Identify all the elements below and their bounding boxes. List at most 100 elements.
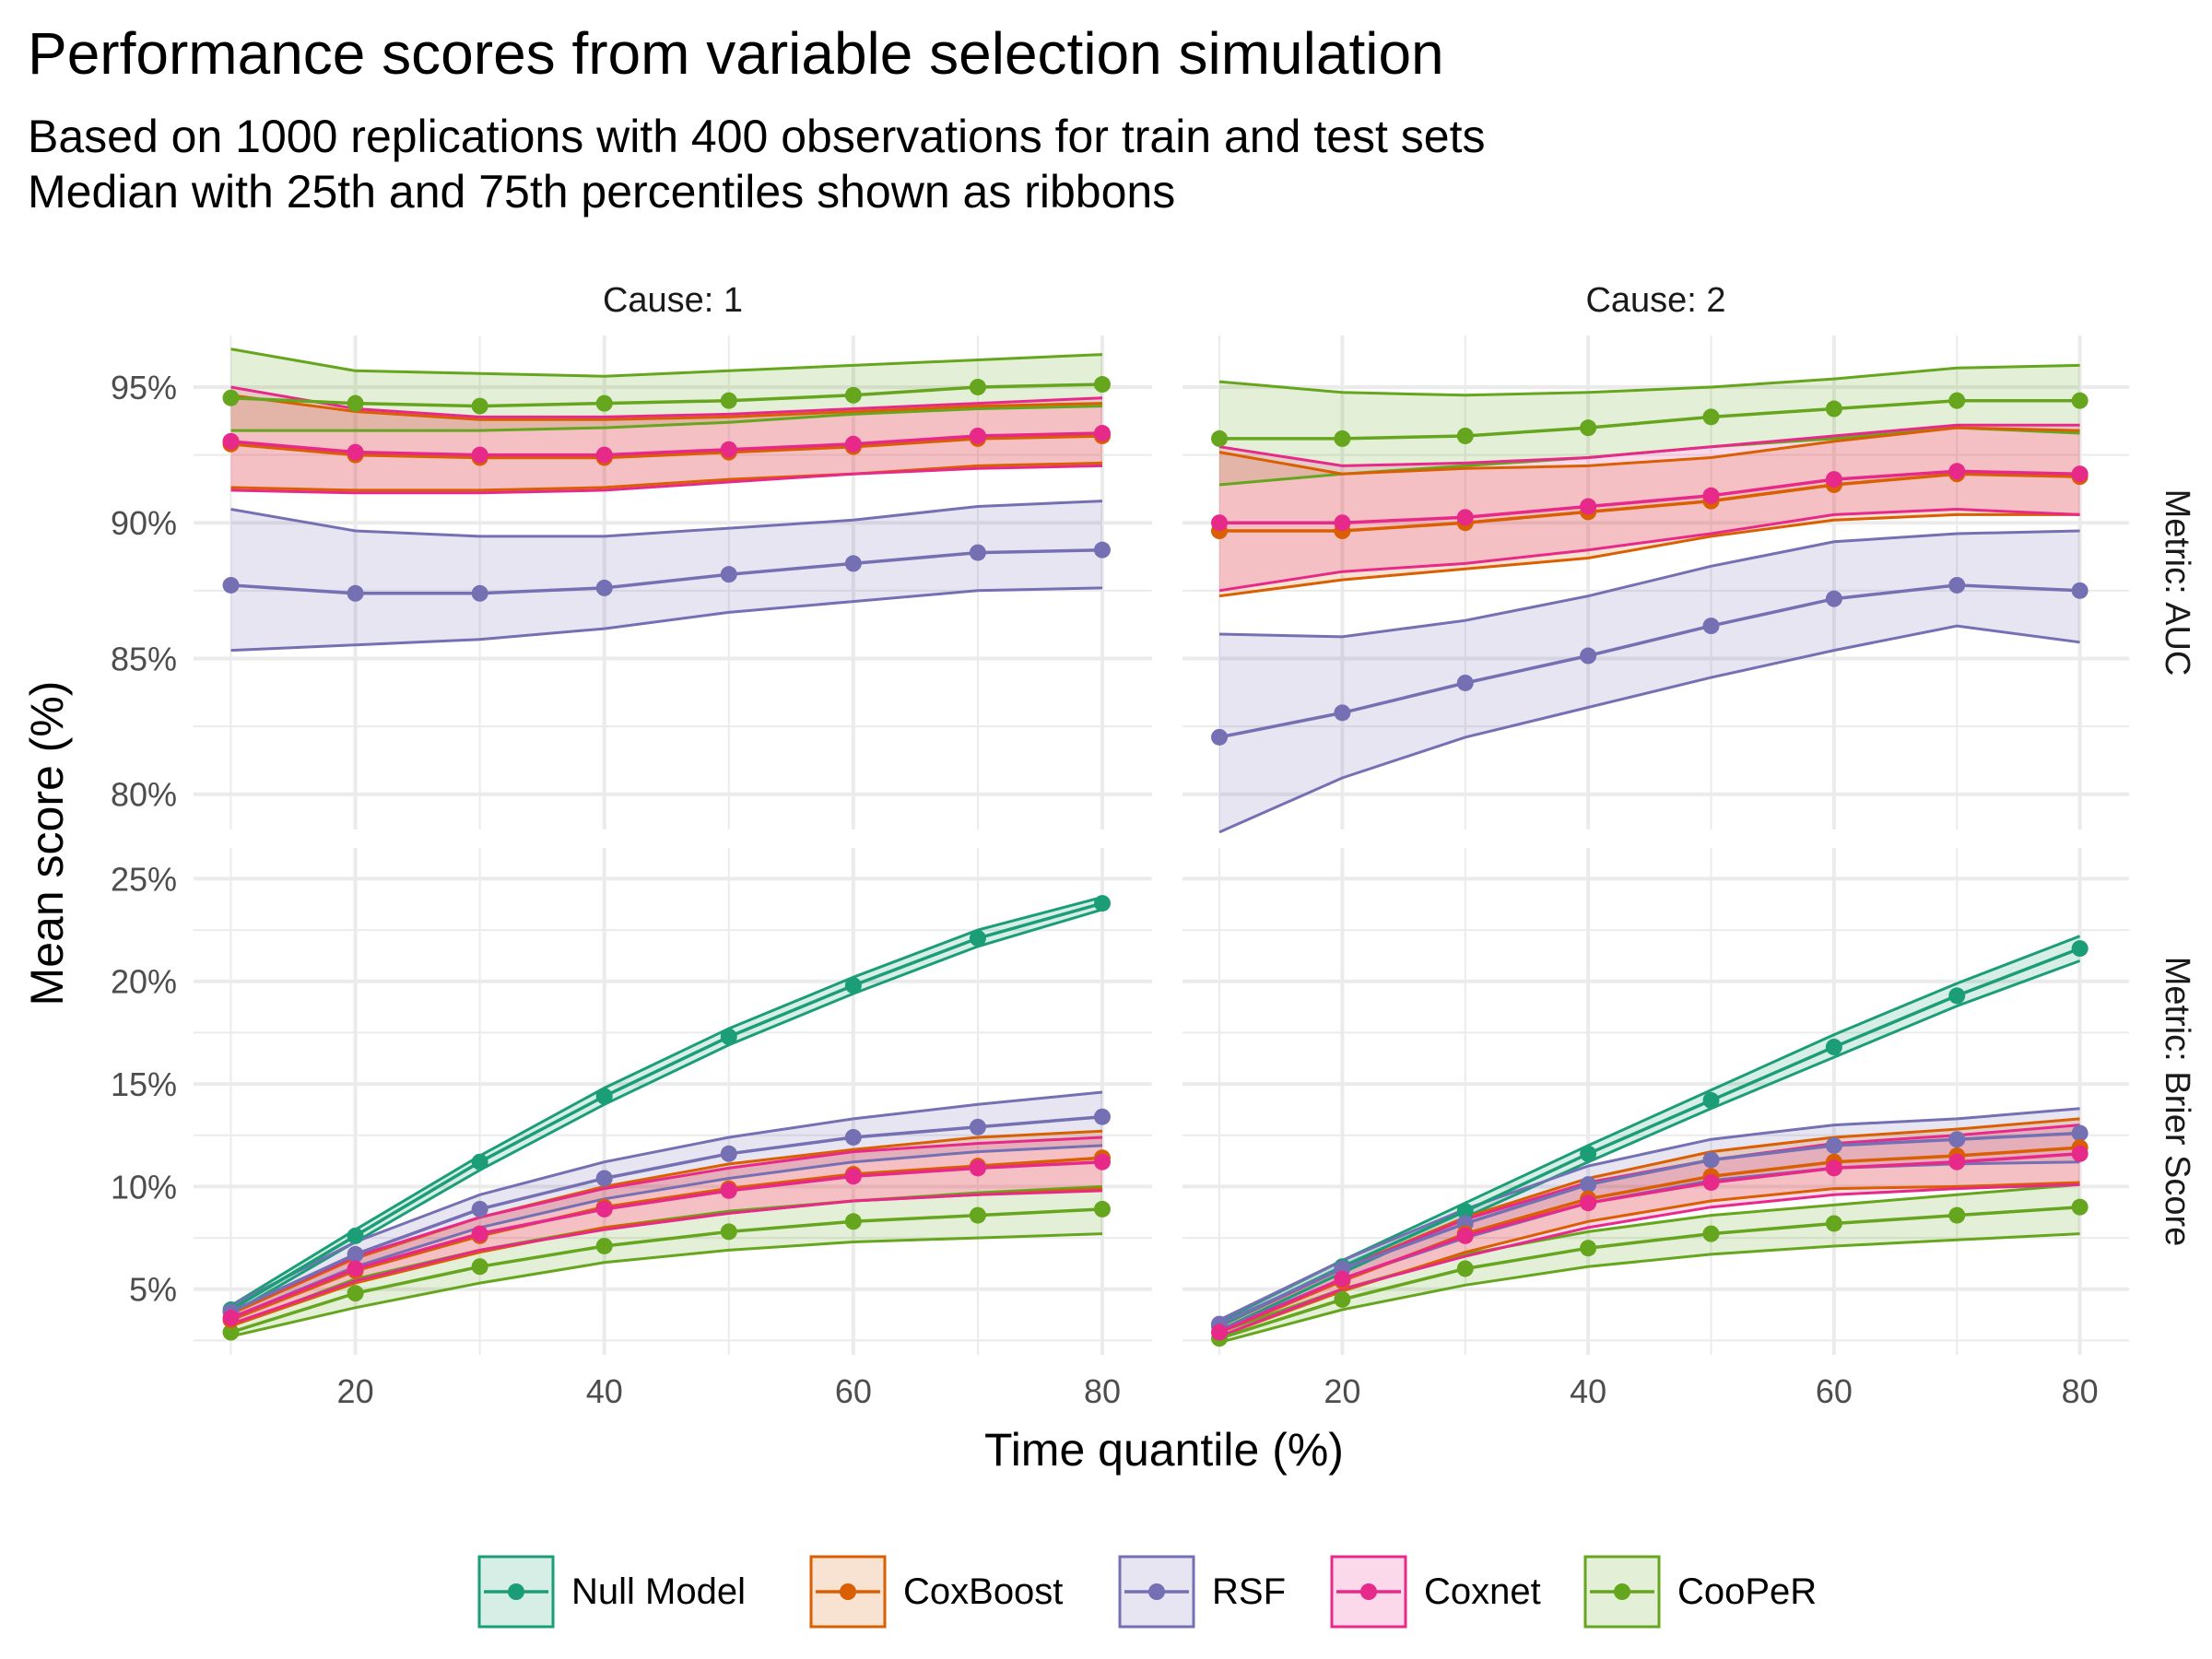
point-cooper: [1948, 392, 1966, 409]
point-cooper: [1211, 429, 1229, 447]
point-rsf: [595, 579, 613, 596]
legend-label-coxnet: Coxnet: [1424, 1571, 1541, 1612]
lower-bound-null-model: [229, 908, 1103, 1315]
legend-label-null-model: Null Model: [571, 1571, 746, 1612]
legend-key-coxboost: [809, 1555, 887, 1629]
x-tick-label: 80: [2062, 1372, 2099, 1410]
point-rsf: [1580, 1176, 1597, 1194]
lower-bound-coxnet: [230, 464, 1103, 495]
median-line-cooper: [1218, 1205, 2080, 1340]
median-line-null-model: [1218, 947, 2081, 1328]
legend-label-cooper: CooPeR: [1677, 1571, 1817, 1612]
point-rsf: [720, 566, 737, 583]
upper-bound-coxboost: [1218, 426, 2080, 476]
point-cooper: [595, 394, 613, 412]
median-line-cooper: [1219, 398, 2080, 441]
point-coxnet: [2071, 1145, 2088, 1162]
point-rsf: [2071, 1124, 2088, 1142]
chart-subtitle: Based on 1000 replications with 400 obse…: [28, 109, 1486, 219]
point-coxnet: [844, 435, 862, 453]
point-coxnet: [1334, 1270, 1351, 1288]
point-rsf: [471, 1200, 488, 1218]
legend-point: [1148, 1583, 1165, 1600]
point-rsf: [1334, 704, 1351, 722]
point-coxnet: [347, 1260, 364, 1277]
row-strip-brier-score: Metric: Brier Score: [2158, 957, 2196, 1247]
point-coxnet: [1580, 1194, 1597, 1212]
point-coxnet: [595, 446, 613, 464]
point-cooper: [222, 1324, 240, 1341]
median-line-coxboost: [230, 434, 1103, 460]
point-coxnet: [1456, 509, 1474, 526]
point-cooper: [1334, 1290, 1351, 1308]
point-rsf: [471, 584, 488, 602]
point-rsf: [2071, 582, 2088, 599]
point-coxnet: [1702, 487, 1720, 504]
upper-bound-cooper: [1218, 363, 2080, 397]
point-rsf: [1702, 1151, 1720, 1169]
point-cooper: [1580, 419, 1597, 437]
point-coxnet: [222, 1309, 240, 1326]
point-rsf: [347, 584, 364, 602]
subtitle-line-1: Based on 1000 replications with 400 obse…: [28, 111, 1486, 162]
point-cooper: [844, 386, 862, 404]
point-null-model: [720, 1028, 737, 1045]
point-cooper: [1456, 427, 1474, 444]
point-coxnet: [471, 446, 488, 464]
upper-bound-rsf: [230, 500, 1103, 538]
point-rsf: [969, 1118, 986, 1135]
ribbon-cooper: [1219, 1184, 2080, 1343]
upper-bound-coxnet: [229, 1135, 1103, 1313]
median-line-coxnet: [1219, 469, 2080, 524]
point-cooper: [720, 1223, 737, 1241]
column-strip-2: Cause: 2: [1585, 281, 1725, 320]
point-coxnet: [1456, 1227, 1474, 1244]
median-line-coxnet: [229, 1159, 1103, 1320]
point-null-model: [969, 929, 986, 947]
point-rsf: [222, 576, 240, 594]
y-tick-label: 15%: [111, 1065, 177, 1103]
point-coxnet: [1580, 498, 1597, 515]
point-cooper: [1825, 1215, 1842, 1232]
ribbon-rsf: [1219, 531, 2080, 832]
median-line-rsf: [1218, 1131, 2080, 1326]
point-rsf: [844, 555, 862, 572]
point-cooper: [969, 378, 986, 395]
median-line-coxnet: [230, 431, 1103, 457]
legend-key-coxnet: [1330, 1555, 1407, 1629]
point-null-model: [347, 1227, 364, 1244]
point-rsf: [1211, 728, 1229, 746]
ribbon-coxnet: [230, 1137, 1102, 1324]
lower-bound-coxnet: [1218, 1182, 2080, 1338]
ribbon-coxboost: [1219, 428, 2080, 596]
point-cooper: [2071, 392, 2088, 409]
lower-bound-cooper: [1218, 1232, 2080, 1345]
point-coxnet: [844, 1168, 862, 1185]
point-rsf: [1948, 1131, 1966, 1148]
point-rsf: [1093, 1108, 1111, 1125]
point-cooper: [1093, 1200, 1111, 1218]
median-line-null-model: [229, 901, 1103, 1312]
point-rsf: [969, 544, 986, 561]
point-rsf: [1948, 576, 1966, 594]
x-tick-label: 20: [337, 1372, 374, 1410]
median-line-coxboost: [1219, 472, 2080, 533]
point-rsf: [595, 1170, 613, 1187]
legend-key-rsf: [1118, 1555, 1195, 1629]
point-coxnet: [2071, 465, 2088, 483]
point-coxnet: [1702, 1173, 1720, 1191]
point-rsf: [720, 1145, 737, 1162]
point-rsf: [844, 1128, 862, 1146]
point-cooper: [471, 397, 488, 415]
point-null-model: [1456, 1203, 1474, 1220]
point-cooper: [222, 389, 240, 406]
legend-point: [840, 1583, 856, 1600]
median-line-rsf: [1218, 583, 2080, 739]
point-cooper: [347, 394, 364, 412]
upper-bound-rsf: [1218, 529, 2080, 639]
point-null-model: [471, 1153, 488, 1171]
median-line-coxnet: [1218, 1152, 2080, 1335]
point-coxnet: [1825, 471, 1842, 488]
